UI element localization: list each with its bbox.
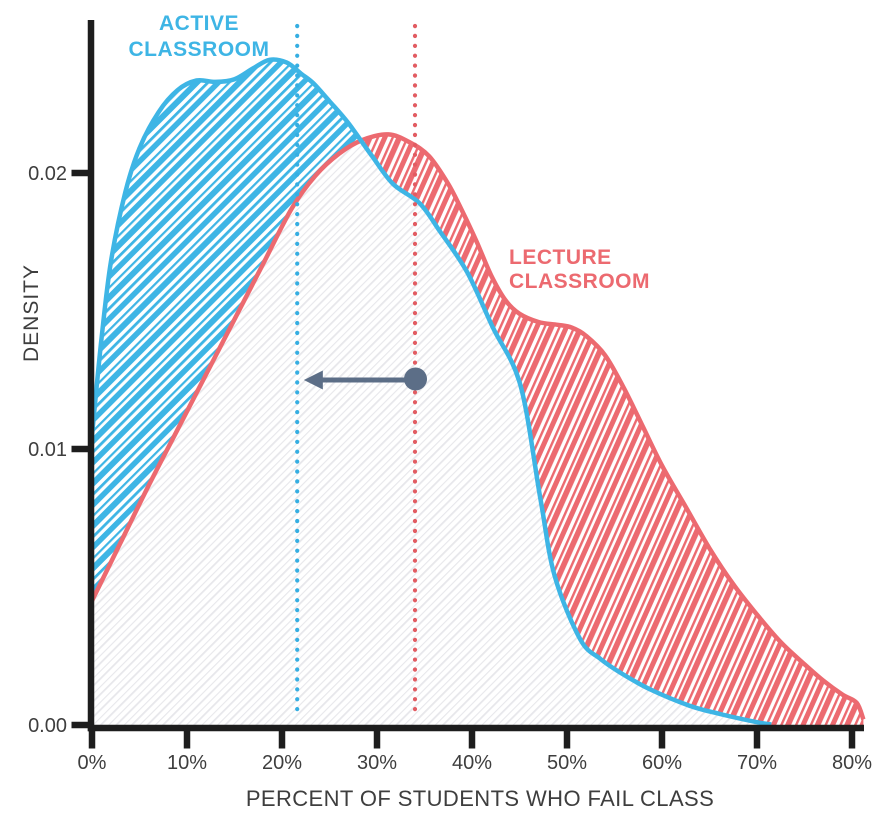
active-curve: [89, 57, 772, 727]
active-label-line2: CLASSROOM: [129, 38, 270, 61]
lecture-label-line1: LECTURE: [509, 246, 612, 269]
y-tick-label: 0.00: [28, 715, 67, 737]
shift-arrow-head-icon: [303, 370, 323, 390]
x-tick-label: 70%: [737, 752, 777, 774]
x-tick-label: 50%: [547, 752, 587, 774]
y-tick-label: 0.02: [28, 163, 67, 185]
x-tick-label: 20%: [262, 752, 302, 774]
x-tick-label: 30%: [357, 752, 397, 774]
x-tick-label: 0%: [78, 752, 107, 774]
y-axis-title: DENSITY: [20, 264, 43, 362]
lecture-label-line2: CLASSROOM: [509, 270, 650, 293]
lecture-area: [92, 134, 864, 725]
x-tick-label: 40%: [452, 752, 492, 774]
shift-arrow-dot: [404, 367, 427, 391]
active-label-line1: ACTIVE: [159, 12, 239, 35]
x-tick-label: 60%: [642, 752, 682, 774]
lecture-curve: [89, 132, 866, 721]
x-axis-title: PERCENT OF STUDENTS WHO FAIL CLASS: [246, 786, 714, 811]
y-tick-label: 0.01: [28, 439, 67, 461]
x-tick-label: 10%: [167, 752, 207, 774]
x-tick-label: 80%: [832, 752, 872, 774]
